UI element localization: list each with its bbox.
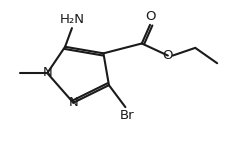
Text: N: N [68, 96, 78, 109]
Text: H₂N: H₂N [60, 13, 84, 26]
Text: N: N [42, 66, 52, 79]
Text: O: O [145, 10, 155, 23]
Text: O: O [163, 49, 173, 62]
Text: Br: Br [120, 109, 134, 122]
